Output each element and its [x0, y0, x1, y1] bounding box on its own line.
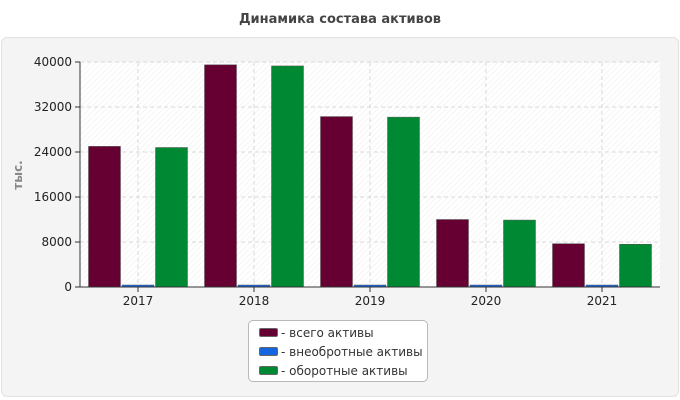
- x-tick-label: 2020: [471, 294, 502, 308]
- y-tick-label: 0: [64, 280, 72, 294]
- legend-item-noncurrent-assets: - внеобротные активы: [249, 342, 427, 361]
- y-tick-label: 40000: [34, 55, 72, 69]
- x-tick-label: 2018: [239, 294, 270, 308]
- bar: [503, 219, 536, 288]
- bar: [619, 244, 652, 288]
- y-axis-label: тыс.: [11, 160, 25, 189]
- gridlines: [80, 61, 660, 287]
- x-tick-label: 2017: [123, 294, 154, 308]
- y-tick-label: 8000: [41, 235, 72, 249]
- bar: [88, 146, 121, 288]
- legend-label: - всего активы: [281, 325, 374, 340]
- x-tick-label: 2019: [355, 294, 386, 308]
- legend-item-current-assets: - оборотные активы: [249, 361, 427, 380]
- bar: [387, 116, 420, 288]
- bar: [552, 243, 585, 288]
- bar: [436, 219, 469, 288]
- axes: 0 8000 16000 24000 32000 40000 2017 2018 2019 202…: [34, 55, 660, 308]
- y-tick-label: 32000: [34, 100, 72, 114]
- bar: [155, 147, 188, 288]
- legend-swatch: [259, 347, 278, 356]
- legend-label: - внеобротные активы: [281, 344, 423, 359]
- legend-swatch: [259, 366, 278, 375]
- y-tick-label: 16000: [34, 190, 72, 204]
- legend-item-total-assets: - всего активы: [249, 323, 427, 342]
- x-tick-label: 2021: [587, 294, 618, 308]
- y-tick-label: 24000: [34, 145, 72, 159]
- bar: [204, 64, 237, 288]
- legend: - всего активы - внеобротные активы - об…: [248, 320, 428, 382]
- chart-title: Динамика состава активов: [238, 12, 442, 27]
- legend-label: - оборотные активы: [281, 363, 408, 378]
- bar: [320, 116, 353, 288]
- legend-swatch: [259, 328, 278, 337]
- bar: [271, 65, 304, 288]
